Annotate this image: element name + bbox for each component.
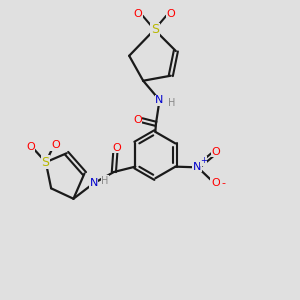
Text: N: N (193, 162, 201, 172)
Text: N: N (89, 178, 98, 188)
Text: H: H (101, 176, 109, 186)
Text: +: + (200, 156, 207, 165)
Text: -: - (221, 178, 225, 188)
Text: S: S (151, 23, 159, 36)
Text: O: O (134, 9, 142, 19)
Text: O: O (51, 140, 60, 150)
Text: O: O (167, 9, 175, 19)
Text: O: O (212, 147, 220, 157)
Text: O: O (211, 178, 220, 188)
Text: S: S (41, 156, 49, 169)
Text: O: O (26, 142, 35, 152)
Text: O: O (133, 115, 142, 125)
Text: N: N (155, 95, 164, 105)
Text: O: O (112, 142, 121, 153)
Text: H: H (168, 98, 176, 108)
